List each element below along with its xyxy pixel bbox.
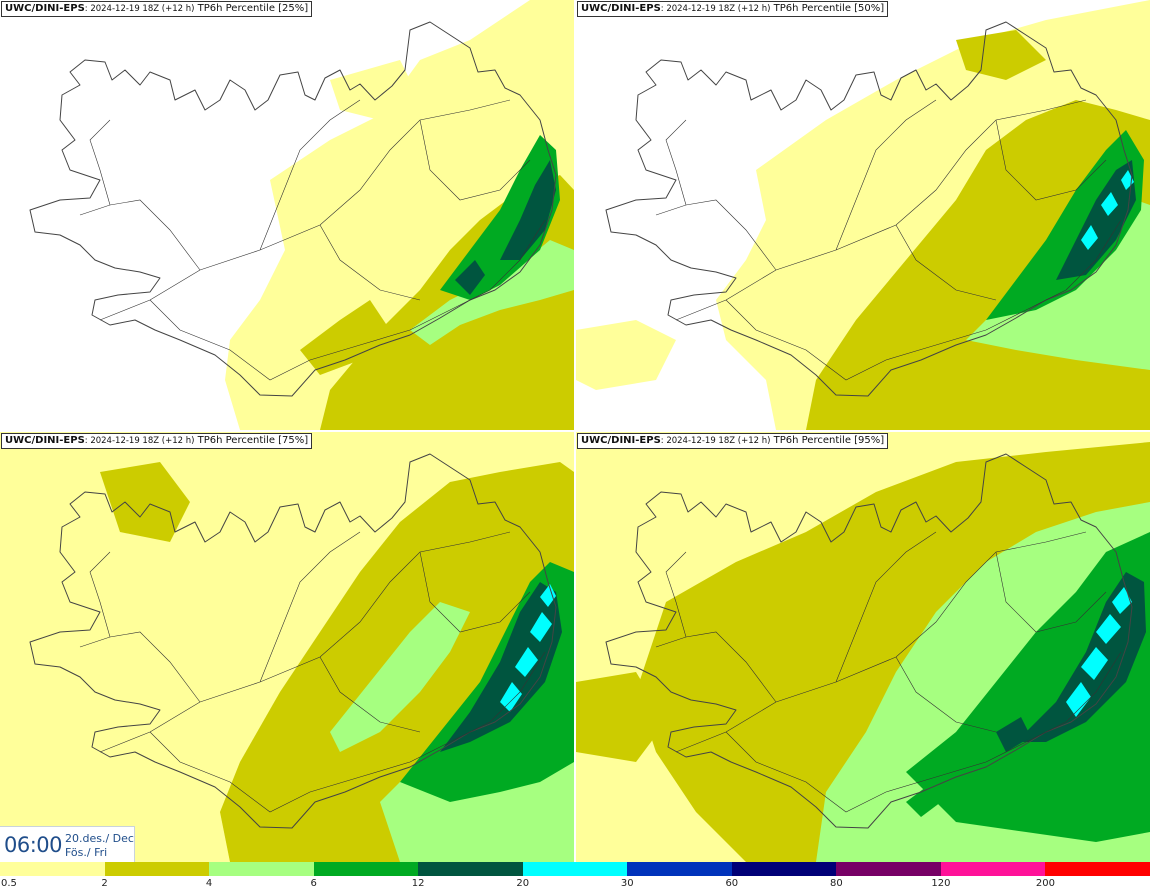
legend-swatch-5 xyxy=(522,862,628,876)
road-line xyxy=(419,551,531,633)
road-line xyxy=(99,99,511,321)
road-line xyxy=(895,224,997,301)
precip-contour-region xyxy=(100,462,190,542)
precip-map-95 xyxy=(576,432,1150,862)
precip-contour-region xyxy=(1066,587,1132,717)
road-line xyxy=(149,219,546,381)
road-line xyxy=(725,219,1122,381)
legend-label: 4 xyxy=(205,878,213,889)
precip-contour-region xyxy=(330,602,470,752)
road-line xyxy=(655,199,777,271)
precip-contour-region xyxy=(986,130,1144,320)
legend-label: 12 xyxy=(411,878,425,889)
coastline xyxy=(605,453,1133,829)
legend-swatch-3 xyxy=(313,862,419,876)
legend-swatch-2 xyxy=(209,862,314,876)
precip-contour-region xyxy=(996,717,1031,752)
coastline xyxy=(29,453,557,829)
legend-swatch-1 xyxy=(104,862,210,876)
precip-contour-region xyxy=(410,240,574,345)
precip-map-50 xyxy=(576,0,1150,430)
precip-contour-region xyxy=(576,672,666,762)
coastline xyxy=(29,21,557,397)
precip-map-25 xyxy=(0,0,574,430)
road-line xyxy=(79,199,201,271)
road-line xyxy=(675,531,1087,753)
precip-map-75 xyxy=(0,432,574,862)
road-line xyxy=(79,631,201,703)
road-line xyxy=(259,531,361,683)
legend-swatch-8 xyxy=(836,862,941,876)
panel-title-75: UWC/DINI-EPS: 2024-12-19 18Z (+12 h) TP6… xyxy=(1,433,313,449)
legend-swatch-4 xyxy=(418,862,523,876)
valid-time-box: 06:00 20.des./ Dec Fös./ Fri xyxy=(0,826,135,863)
road-line xyxy=(259,99,361,251)
road-line xyxy=(655,631,777,703)
legend-swatch-9 xyxy=(940,862,1046,876)
precip-contour-region xyxy=(576,320,676,390)
legend-label: 30 xyxy=(620,878,634,889)
color-legend: 0.5 2 4 6 12 20 30 60 80 120 200 xyxy=(0,862,1150,891)
legend-label: 200 xyxy=(1035,878,1055,889)
road-line xyxy=(149,651,546,813)
legend-label: 120 xyxy=(931,878,951,889)
road-line xyxy=(835,531,937,683)
panel-title-50: UWC/DINI-EPS: 2024-12-19 18Z (+12 h) TP6… xyxy=(577,1,889,17)
road-line xyxy=(665,119,687,206)
legend-label: 80 xyxy=(829,878,843,889)
map-panel-50: UWC/DINI-EPS: 2024-12-19 18Z (+12 h) TP6… xyxy=(576,0,1150,430)
road-line xyxy=(725,651,1122,813)
road-line xyxy=(995,551,1107,633)
legend-label: 20 xyxy=(516,878,530,889)
precip-contour-region xyxy=(440,582,562,752)
map-panel-75: UWC/DINI-EPS: 2024-12-19 18Z (+12 h) TP6… xyxy=(0,432,574,862)
map-panel-25: UWC/DINI-EPS: 2024-12-19 18Z (+12 h) TP6… xyxy=(0,0,574,430)
road-line xyxy=(665,551,687,638)
panel-divider-horizontal xyxy=(0,430,1150,432)
precip-contour-region xyxy=(906,787,941,817)
road-line xyxy=(89,551,111,638)
legend-label: 60 xyxy=(725,878,739,889)
legend-swatch-7 xyxy=(731,862,837,876)
road-line xyxy=(99,531,511,753)
road-line xyxy=(995,119,1107,201)
coastline xyxy=(605,21,1133,397)
legend-label: 6 xyxy=(310,878,317,889)
precip-contour-region xyxy=(500,584,556,712)
road-line xyxy=(419,119,531,201)
valid-weekday: Fös./ Fri xyxy=(65,846,108,859)
precip-contour-region xyxy=(455,260,485,295)
precip-contour-region xyxy=(1056,160,1136,280)
precip-contour-region xyxy=(500,160,556,260)
precip-contour-region xyxy=(956,30,1046,80)
precip-contour-region xyxy=(906,532,1150,842)
valid-time: 06:00 xyxy=(4,833,63,857)
legend-label: 2 xyxy=(101,878,108,889)
road-line xyxy=(675,99,1087,321)
legend-color-bar xyxy=(0,862,1150,876)
legend-swatch-0 xyxy=(0,862,105,876)
legend-swatch-10 xyxy=(1045,862,1150,876)
legend-swatch-6 xyxy=(627,862,732,876)
precip-contour-region xyxy=(1016,572,1146,742)
panel-title-25: UWC/DINI-EPS: 2024-12-19 18Z (+12 h) TP6… xyxy=(1,1,313,17)
road-line xyxy=(835,99,937,251)
valid-date: 20.des./ Dec xyxy=(65,832,134,845)
road-line xyxy=(319,656,421,733)
road-line xyxy=(89,119,111,206)
road-line xyxy=(319,224,421,301)
panel-title-95: UWC/DINI-EPS: 2024-12-19 18Z (+12 h) TP6… xyxy=(577,433,889,449)
road-line xyxy=(895,656,997,733)
legend-label: 0.5 xyxy=(1,878,17,889)
map-panel-95: UWC/DINI-EPS: 2024-12-19 18Z (+12 h) TP6… xyxy=(576,432,1150,862)
precip-contour-region xyxy=(1081,170,1134,250)
